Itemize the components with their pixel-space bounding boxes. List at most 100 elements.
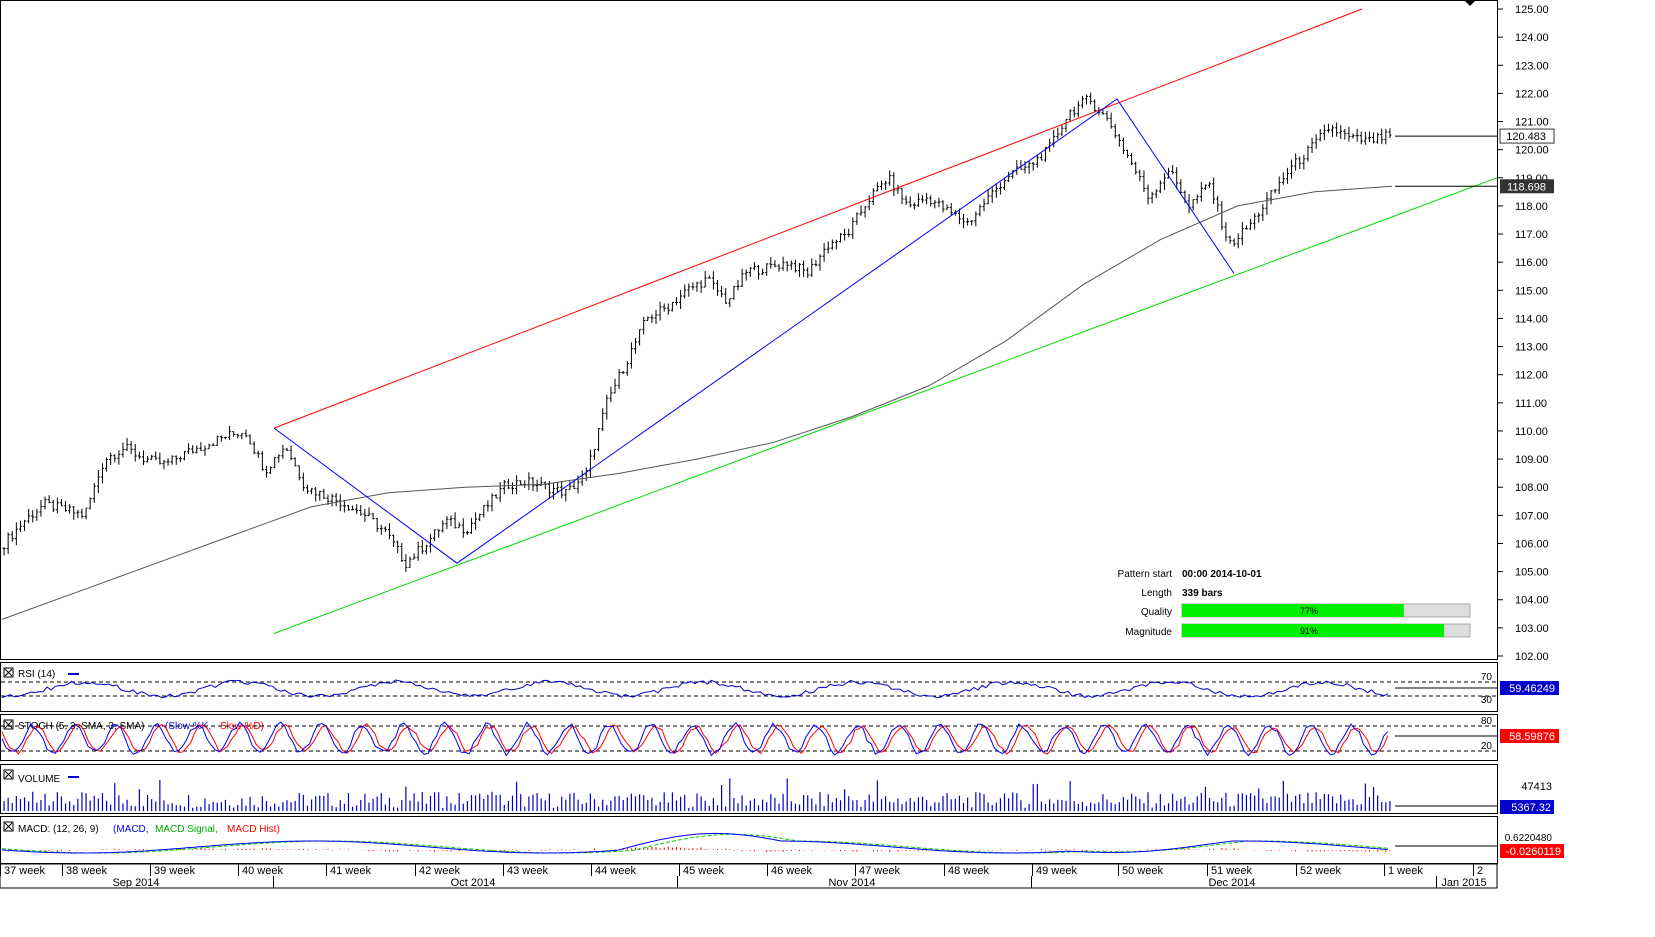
week-label: 39 week — [154, 865, 195, 877]
y-tick-label: 116.00 — [1515, 257, 1548, 269]
rsi-panel-frame — [0, 662, 1498, 712]
volume-value-box — [1500, 800, 1554, 814]
magnitude-label: Magnitude — [1125, 627, 1172, 638]
macd-line — [1, 832, 1388, 854]
moving-average-line — [1, 185, 1393, 620]
y-tick-label: 123.00 — [1515, 60, 1549, 72]
week-label: 41 week — [330, 865, 371, 877]
volume-label: VOLUME — [18, 774, 61, 785]
month-label: Sep 2014 — [112, 877, 159, 889]
rsi-panel: RSI (14) 70 30 59.46249 — [1, 667, 1559, 706]
week-label: 44 week — [595, 865, 636, 877]
stoch-level-high: 80 — [1481, 716, 1493, 727]
y-tick-label: 112.00 — [1515, 370, 1548, 382]
week-label: 50 week — [1122, 865, 1163, 877]
y-tick-label: 125.00 — [1515, 4, 1549, 16]
pattern-start-value: 00:00 2014-10-01 — [1182, 569, 1262, 580]
y-tick-label: 106.00 — [1515, 538, 1549, 550]
alert-marker-icon — [1464, 0, 1476, 6]
y-tick-label: 124.00 — [1515, 32, 1549, 44]
volume-bars — [3, 778, 1391, 811]
week-label: 48 week — [948, 865, 989, 877]
macd-legend-signal: MACD Signal, — [155, 824, 218, 835]
y-tick-label: 115.00 — [1515, 285, 1548, 297]
month-label: Oct 2014 — [451, 877, 496, 889]
macd-panel: MACD: (12, 26, 9) (MACD, MACD Signal, MA… — [1, 821, 1564, 858]
macd-legend-macd: (MACD, — [113, 824, 149, 835]
volume-value: 5367.32 — [1511, 802, 1551, 814]
rsi-level-low: 30 — [1481, 695, 1493, 706]
week-label: 1 week — [1388, 865, 1423, 877]
quality-value: 77% — [1300, 606, 1318, 616]
pattern-length-value: 339 bars — [1182, 588, 1223, 599]
last-price-box: 120.483 — [1395, 128, 1555, 144]
resistance-line — [273, 8, 1363, 429]
macd-value: -0.0260119 — [1506, 846, 1561, 858]
macd-value-box — [1500, 844, 1564, 858]
y-tick-label: 108.00 — [1515, 482, 1549, 494]
week-label: 43 week — [507, 865, 548, 877]
stoch-legend-main: (Slow %K, — [165, 721, 211, 732]
price-overlays — [1, 8, 1498, 634]
rsi-value: 59.46249 — [1509, 683, 1555, 695]
y-tick-label: 114.00 — [1515, 313, 1548, 325]
stoch-signal-line — [1, 723, 1389, 756]
month-label: Nov 2014 — [828, 877, 875, 889]
pattern-length-label: Length — [1141, 588, 1172, 599]
pattern-zigzag — [273, 98, 1235, 564]
pattern-info: Pattern start 00:00 2014-10-01 Length 33… — [1118, 569, 1471, 638]
price-panel-frame — [0, 0, 1498, 660]
y-tick-label: 105.00 — [1515, 567, 1549, 579]
y-tick-label: 117.00 — [1515, 229, 1548, 241]
week-label: 37 week — [4, 865, 45, 877]
stoch-value-box — [1500, 729, 1559, 743]
y-tick-label: 118.00 — [1515, 201, 1548, 213]
rsi-line — [1, 679, 1389, 699]
rsi-level-high: 70 — [1481, 672, 1493, 683]
magnitude-bar-fill — [1182, 624, 1445, 637]
rsi-value-box — [1500, 681, 1559, 695]
week-label: 45 week — [683, 865, 724, 877]
week-label: 46 week — [771, 865, 812, 877]
stoch-value: 58.59876 — [1509, 731, 1555, 743]
week-label: 40 week — [242, 865, 283, 877]
moving-average-label: 118.698 — [1507, 181, 1546, 193]
macd-legend-hist: MACD Hist) — [227, 824, 280, 835]
time-axis: 37 week 38 week 39 week 40 week 41 week 42 we… — [0, 863, 1498, 889]
y-tick-label: 110.00 — [1515, 426, 1548, 438]
volume-panel: VOLUME 47413 5367.32 — [3, 769, 1554, 814]
y-tick-label: 109.00 — [1515, 454, 1549, 466]
pattern-start-label: Pattern start — [1118, 569, 1173, 580]
price-axis: 125.00124.00123.00122.00121.00120.00119.… — [1497, 4, 1549, 663]
stoch-main-line — [1, 721, 1389, 757]
y-tick-label: 111.00 — [1515, 398, 1547, 410]
macd-scale: 0.6220480 — [1505, 833, 1553, 844]
week-label: 52 week — [1300, 865, 1341, 877]
week-label: 47 week — [859, 865, 900, 877]
week-label: 42 week — [419, 865, 460, 877]
stoch-panel-frame — [0, 714, 1498, 761]
support-line — [273, 177, 1498, 634]
rsi-label: RSI (14) — [18, 669, 55, 680]
y-tick-label: 120.00 — [1515, 145, 1549, 157]
moving-average-box: 118.698 — [1395, 179, 1554, 194]
week-label: 38 week — [66, 865, 107, 877]
y-tick-label: 107.00 — [1515, 510, 1549, 522]
week-label: 49 week — [1036, 865, 1077, 877]
quality-label: Quality — [1141, 607, 1172, 618]
month-label: Jan 2015 — [1441, 877, 1486, 889]
last-price-label: 120.483 — [1506, 131, 1546, 143]
y-tick-label: 113.00 — [1515, 342, 1548, 354]
macd-panel-frame — [0, 816, 1498, 864]
y-tick-label: 104.00 — [1515, 595, 1549, 607]
y-tick-label: 103.00 — [1515, 623, 1549, 635]
y-tick-label: 102.00 — [1515, 651, 1549, 663]
volume-scale: 47413 — [1521, 781, 1552, 793]
stoch-panel: STOCH (5, 3, SMA, 3, SMA) (Slow %K, Slow… — [1, 716, 1559, 757]
quality-bar-fill — [1182, 604, 1404, 617]
y-tick-label: 122.00 — [1515, 88, 1549, 100]
stoch-level-low: 20 — [1481, 741, 1493, 752]
y-tick-label: 121.00 — [1515, 117, 1549, 129]
week-label: 2 — [1477, 865, 1483, 877]
